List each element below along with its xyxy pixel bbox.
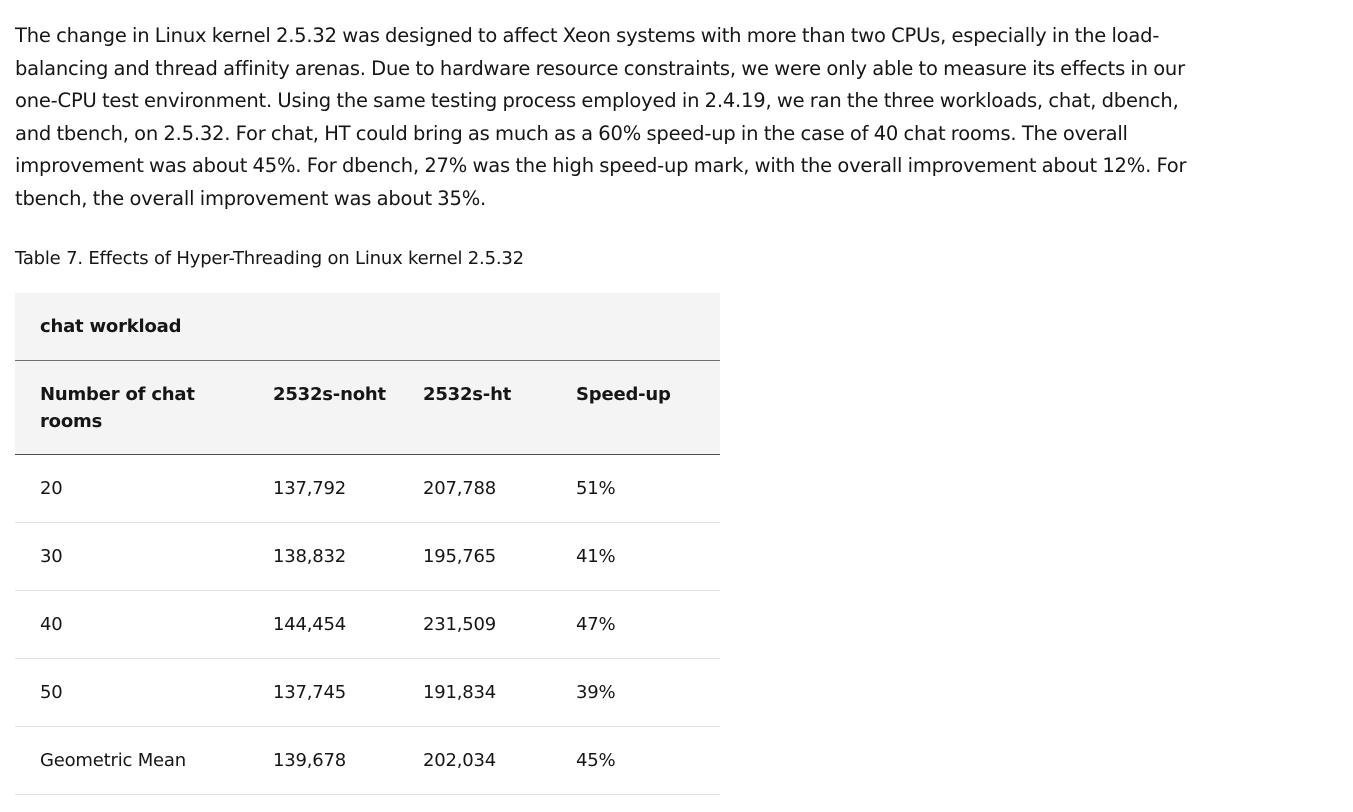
column-header-noht: 2532s-noht bbox=[248, 360, 415, 455]
article-content: The change in Linux kernel 2.5.32 was de… bbox=[15, 20, 1205, 795]
cell-noht: 137,745 bbox=[248, 658, 415, 727]
column-header-ht: 2532s-ht bbox=[415, 360, 569, 455]
table-row: 20 137,792 207,788 51% bbox=[15, 454, 720, 523]
column-header-speed-up: Speed-up bbox=[569, 360, 720, 455]
intro-paragraph: The change in Linux kernel 2.5.32 was de… bbox=[15, 24, 1187, 210]
table-row: 50 137,745 191,834 39% bbox=[15, 658, 720, 727]
table-header-row: Number of chat rooms 2532s-noht 2532s-ht… bbox=[15, 360, 720, 455]
cell-chat-rooms: Geometric Mean bbox=[15, 726, 248, 795]
cell-chat-rooms: 30 bbox=[15, 522, 248, 591]
cell-speed-up: 41% bbox=[569, 522, 720, 591]
column-header-chat-rooms: Number of chat rooms bbox=[15, 360, 248, 455]
cell-speed-up: 47% bbox=[569, 590, 720, 659]
hyper-threading-table: chat workload Number of chat rooms 2532s… bbox=[15, 293, 720, 795]
cell-ht: 207,788 bbox=[415, 454, 569, 523]
cell-ht: 202,034 bbox=[415, 726, 569, 795]
cell-chat-rooms: 20 bbox=[15, 454, 248, 523]
cell-chat-rooms: 50 bbox=[15, 658, 248, 727]
cell-noht: 139,678 bbox=[248, 726, 415, 795]
cell-chat-rooms: 40 bbox=[15, 590, 248, 659]
cell-speed-up: 45% bbox=[569, 726, 720, 795]
table-row: 30 138,832 195,765 41% bbox=[15, 522, 720, 591]
cell-ht: 191,834 bbox=[415, 658, 569, 727]
table-row: 40 144,454 231,509 47% bbox=[15, 590, 720, 659]
cell-noht: 138,832 bbox=[248, 522, 415, 591]
cell-noht: 137,792 bbox=[248, 454, 415, 523]
table-group-title: chat workload bbox=[15, 293, 720, 361]
table-group-row: chat workload bbox=[15, 293, 720, 361]
cell-ht: 231,509 bbox=[415, 590, 569, 659]
cell-noht: 144,454 bbox=[248, 590, 415, 659]
cell-speed-up: 39% bbox=[569, 658, 720, 727]
table-row-geometric-mean: Geometric Mean 139,678 202,034 45% bbox=[15, 726, 720, 795]
table-caption: Table 7. Effects of Hyper-Threading on L… bbox=[15, 248, 524, 269]
cell-speed-up: 51% bbox=[569, 454, 720, 523]
cell-ht: 195,765 bbox=[415, 522, 569, 591]
